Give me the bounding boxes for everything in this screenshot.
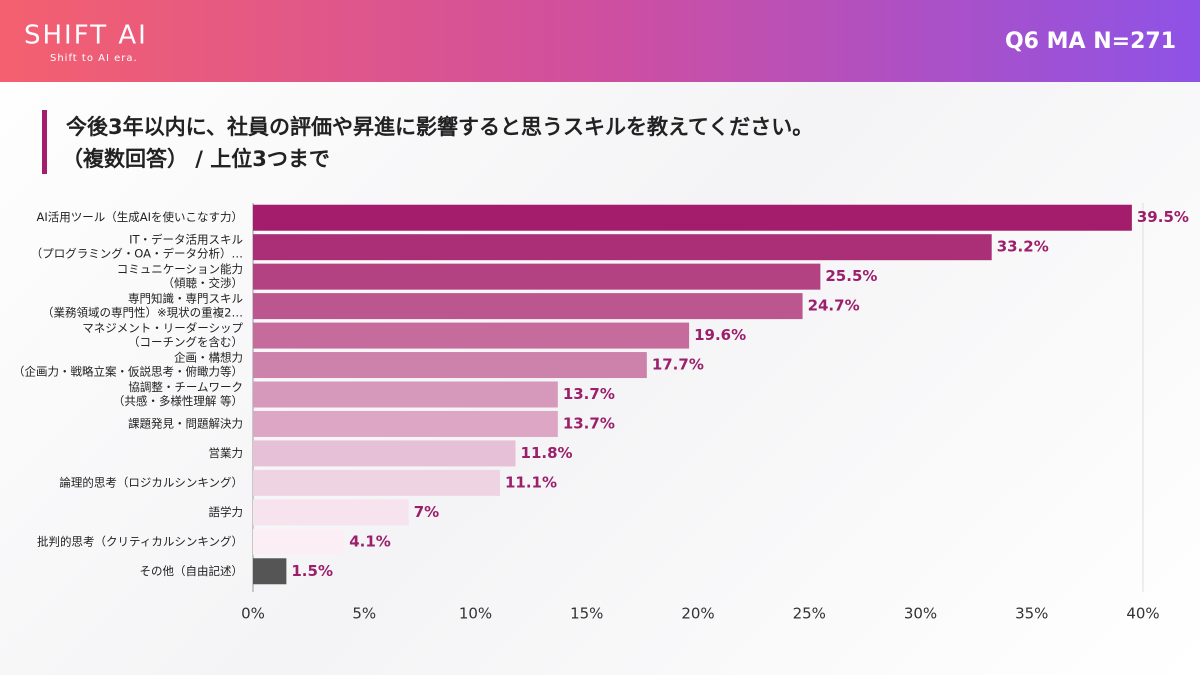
- y-tick-label: IT・データ活用スキル: [129, 233, 243, 247]
- value-label: 13.7%: [563, 414, 615, 432]
- x-tick-label: 40%: [1126, 605, 1159, 623]
- y-tick-label: 営業力: [209, 446, 244, 460]
- y-tick-label: マネジメント・リーダーシップ: [82, 321, 243, 335]
- value-label: 33.2%: [997, 238, 1049, 256]
- logo: SHIFT AI: [24, 21, 148, 51]
- y-tick-label: 課題発見・問題解決力: [128, 416, 243, 430]
- bar: [253, 322, 690, 349]
- bar: [253, 440, 516, 467]
- value-label: 1.5%: [291, 562, 333, 580]
- y-tick-label: （共感・多様性理解 等）: [113, 394, 243, 408]
- x-tick-label: 35%: [1015, 605, 1048, 623]
- bar: [253, 410, 558, 437]
- y-tick-label: （業務領域の専門性）※現状の重複2…: [42, 306, 243, 320]
- y-tick-label: 専門知識・専門スキル: [128, 292, 243, 306]
- badge: Q6 MA N=271: [1005, 29, 1176, 54]
- header-bar: [0, 0, 1200, 82]
- bar: [253, 234, 992, 261]
- bar: [253, 558, 287, 585]
- y-tick-label: 企画・構想力: [174, 351, 243, 365]
- y-tick-label: 協調整・チームワーク: [128, 380, 243, 394]
- value-label: 13.7%: [563, 385, 615, 403]
- y-tick-label: （傾聴・交渉）: [163, 276, 244, 290]
- x-tick-label: 25%: [793, 605, 826, 623]
- bar: [253, 381, 558, 408]
- bar: [253, 352, 647, 379]
- x-tick-label: 20%: [681, 605, 714, 623]
- y-tick-label: （プログラミング・OA・データ分析）…: [31, 247, 243, 261]
- value-label: 19.6%: [694, 326, 746, 344]
- x-tick-label: 30%: [904, 605, 937, 623]
- x-tick-label: 15%: [570, 605, 603, 623]
- value-label: 25.5%: [825, 267, 877, 285]
- x-tick-label: 10%: [459, 605, 492, 623]
- y-tick-label: AI活用ツール（生成AIを使いこなす力）: [36, 210, 243, 224]
- value-label: 24.7%: [808, 297, 860, 315]
- y-tick-label: コミュニケーション能力: [117, 262, 243, 276]
- y-tick-label: 論理的思考（ロジカルシンキング）: [59, 475, 243, 489]
- bar: [253, 469, 500, 496]
- x-tick-label: 0%: [241, 605, 265, 623]
- bar: [253, 528, 345, 555]
- value-label: 17.7%: [652, 356, 704, 374]
- title-accent: [42, 110, 47, 174]
- tagline: Shift to AI era.: [50, 53, 138, 64]
- y-tick-label: 語学力: [209, 505, 244, 519]
- bar: [253, 204, 1132, 231]
- y-tick-label: （企画力・戦略立案・仮説思考・俯瞰力等）: [13, 365, 243, 379]
- x-tick-label: 5%: [352, 605, 376, 623]
- value-label: 11.8%: [521, 444, 573, 462]
- bar: [253, 499, 409, 526]
- value-label: 11.1%: [505, 473, 557, 491]
- value-label: 4.1%: [349, 532, 391, 550]
- chart-title: 今後3年以内に、社員の評価や昇進に影響すると思うスキルを教えてください。: [66, 115, 813, 139]
- y-tick-label: （コーチングを含む）: [128, 335, 243, 349]
- y-tick-label: 批判的思考（クリティカルシンキング）: [37, 534, 243, 548]
- y-tick-label: その他（自由記述）: [140, 564, 244, 578]
- bar: [253, 293, 803, 320]
- chart-subtitle: （複数回答） / 上位3つまで: [62, 147, 330, 171]
- value-label: 7%: [414, 503, 439, 521]
- bar: [253, 263, 821, 290]
- value-label: 39.5%: [1137, 208, 1189, 226]
